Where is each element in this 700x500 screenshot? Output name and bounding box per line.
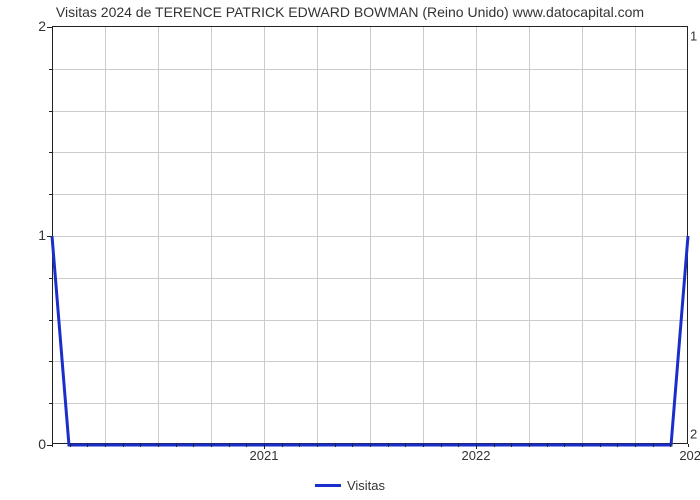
x-tick-minor — [423, 444, 424, 447]
y-tick-minor — [49, 278, 52, 279]
x-tick-minor — [158, 444, 159, 447]
x-tick-minor — [547, 444, 548, 447]
y-right-label: 1 — [690, 29, 697, 44]
x-tick-minor — [494, 444, 495, 447]
x-tick-minor — [458, 444, 459, 447]
x-tick-minor — [582, 444, 583, 447]
x-tick-minor — [511, 444, 512, 447]
x-tick-minor — [653, 444, 654, 447]
x-tick-minor — [670, 444, 671, 447]
x-tick-minor — [441, 444, 442, 447]
x-tick-minor — [176, 444, 177, 447]
x-tick-minor — [87, 444, 88, 447]
y-tick-minor — [49, 320, 52, 321]
y-tick — [47, 236, 52, 237]
x-tick-minor — [193, 444, 194, 447]
x-tick-minor — [264, 444, 265, 447]
x-tick-minor — [282, 444, 283, 447]
x-tick-minor — [529, 444, 530, 447]
x-tick-minor — [405, 444, 406, 447]
x-tick-minor — [123, 444, 124, 447]
x-tick-minor — [600, 444, 601, 447]
y-tick-label: 0 — [6, 436, 46, 452]
legend-label: Visitas — [347, 478, 385, 493]
x-tick-label: 2021 — [250, 448, 279, 463]
x-tick-minor — [688, 444, 689, 447]
x-tick-minor — [211, 444, 212, 447]
x-tick-minor — [52, 444, 53, 447]
y-tick-minor — [49, 361, 52, 362]
x-tick-minor — [352, 444, 353, 447]
x-tick-minor — [635, 444, 636, 447]
x-tick-minor — [299, 444, 300, 447]
plot-area — [52, 26, 688, 444]
x-tick-minor — [564, 444, 565, 447]
legend-swatch — [315, 484, 341, 487]
series-visitas — [52, 236, 688, 445]
x-tick-minor — [335, 444, 336, 447]
y-tick-minor — [49, 152, 52, 153]
chart-title: Visitas 2024 de TERENCE PATRICK EDWARD B… — [0, 4, 700, 20]
x-tick-minor — [70, 444, 71, 447]
y-tick-label: 2 — [6, 18, 46, 34]
y-tick-label: 1 — [6, 227, 46, 243]
x-tick-minor — [476, 444, 477, 447]
x-tick-label-trailing: 202 — [679, 448, 700, 463]
series-layer — [52, 27, 687, 444]
x-tick-minor — [105, 444, 106, 447]
x-tick-minor — [140, 444, 141, 447]
x-tick-minor — [317, 444, 318, 447]
x-tick-minor — [229, 444, 230, 447]
y-tick — [47, 27, 52, 28]
y-tick-minor — [49, 111, 52, 112]
y-right-label: 2 — [690, 426, 697, 441]
y-tick-minor — [49, 69, 52, 70]
x-tick-minor — [370, 444, 371, 447]
y-tick-minor — [49, 194, 52, 195]
x-tick-minor — [617, 444, 618, 447]
x-tick-minor — [246, 444, 247, 447]
x-tick-minor — [388, 444, 389, 447]
legend: Visitas — [315, 478, 385, 493]
x-tick-label: 2022 — [462, 448, 491, 463]
y-tick-minor — [49, 403, 52, 404]
